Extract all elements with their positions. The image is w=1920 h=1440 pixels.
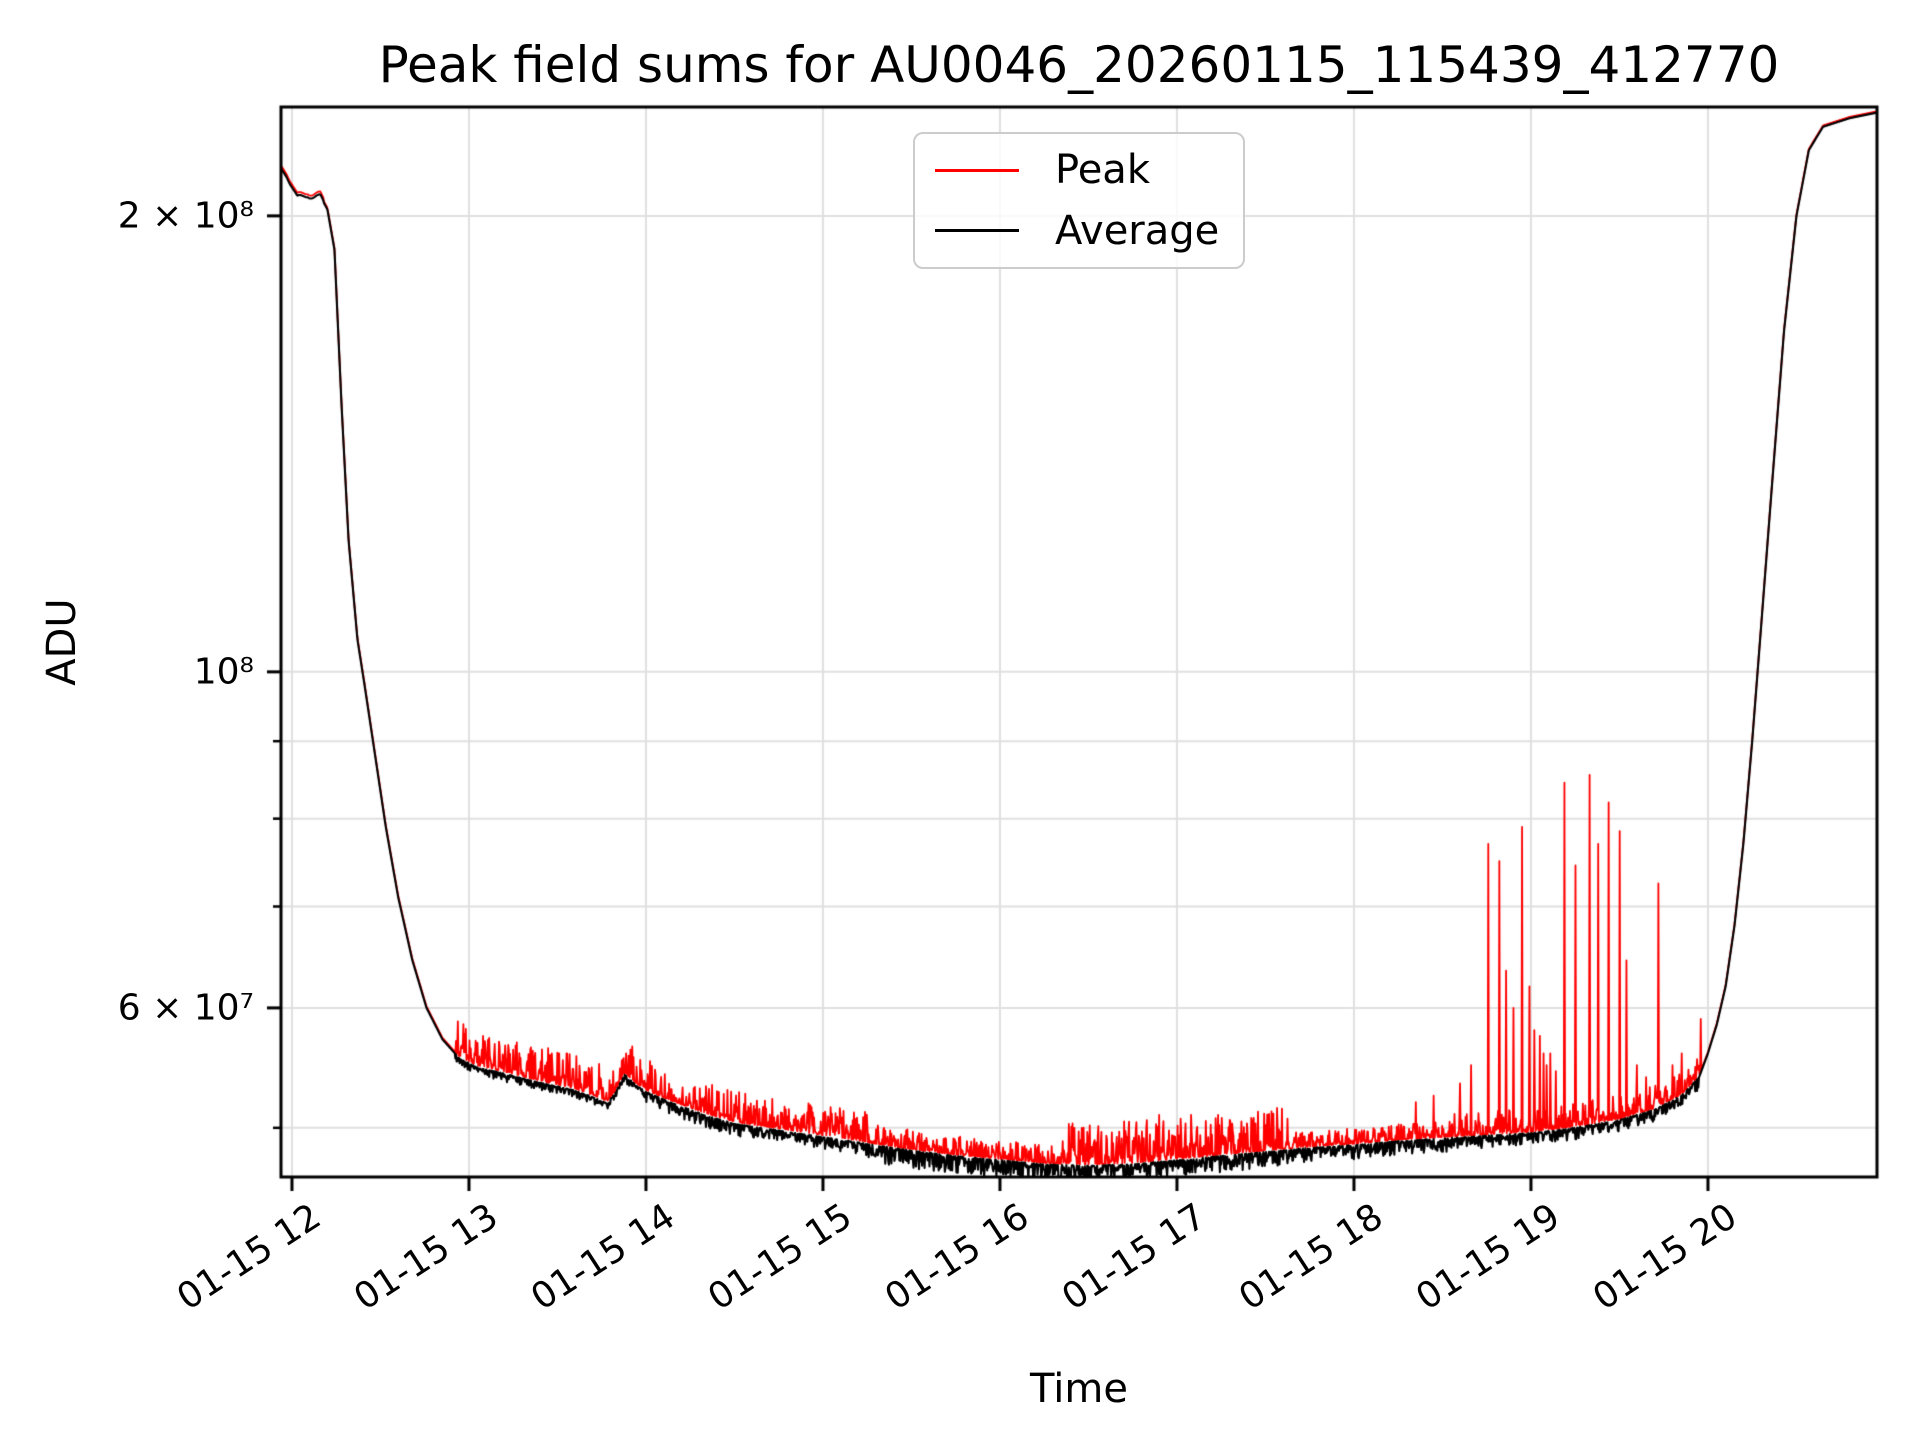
legend-label-average: Average <box>1055 207 1220 254</box>
legend-entry-average: Average <box>935 208 1243 254</box>
y-axis-label-text: ADU <box>39 598 85 686</box>
chart-title: Peak field sums for AU0046_20260115_1154… <box>378 36 1780 94</box>
x-axis-label: Time <box>1030 1366 1128 1412</box>
legend-label-peak: Peak <box>1055 147 1150 194</box>
y-tick-text: 10⁸ <box>193 651 254 693</box>
legend-entry-peak: Peak <box>935 147 1243 193</box>
y-tick-text: 6 × 10⁷ <box>117 987 254 1029</box>
legend-line-peak-icon <box>935 168 1019 172</box>
legend-line-average-icon <box>935 229 1019 233</box>
legend: Peak Average <box>913 132 1245 269</box>
y-tick-text: 2 × 10⁸ <box>117 195 254 237</box>
